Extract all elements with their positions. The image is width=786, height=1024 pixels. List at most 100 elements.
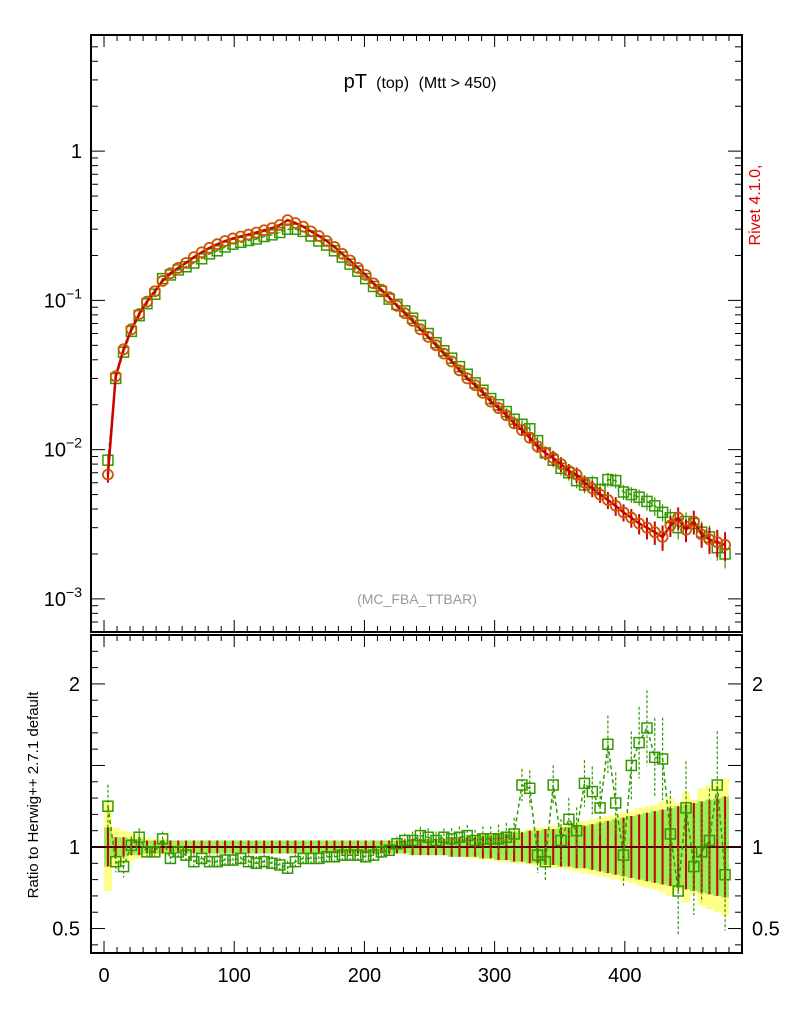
ratio-series-marker bbox=[274, 859, 286, 871]
ratio-series-marker bbox=[242, 855, 255, 868]
series-marker-circle bbox=[359, 269, 372, 281]
ratio-series-marker bbox=[609, 797, 622, 809]
series-marker-circle bbox=[406, 314, 419, 327]
ratio-series-marker bbox=[305, 852, 317, 865]
series-marker-circle bbox=[320, 235, 333, 247]
series-marker-circle bbox=[211, 238, 224, 251]
ratio-series-marker bbox=[211, 855, 224, 868]
x-tick-label: 100 bbox=[218, 965, 251, 987]
ratio-series-marker bbox=[180, 849, 192, 861]
ratio-series-marker bbox=[649, 751, 661, 764]
ratio-series-marker bbox=[375, 846, 388, 858]
series-marker-circle bbox=[656, 531, 669, 543]
y-tick-label-main: 10−1 bbox=[44, 285, 82, 312]
series-marker-circle bbox=[352, 262, 364, 274]
ratio-series-marker bbox=[383, 844, 395, 857]
ratio-series-marker bbox=[430, 834, 442, 847]
analysis-label: (MC_FBA_TTBAR) bbox=[357, 591, 477, 607]
ratio-series-marker bbox=[359, 851, 372, 863]
series-marker-circle bbox=[266, 222, 278, 235]
ratio-series-marker bbox=[164, 852, 177, 865]
ratio-series-marker bbox=[695, 846, 708, 858]
y-tick-label-main: 10−2 bbox=[44, 435, 82, 462]
ratio-series-marker bbox=[680, 802, 692, 814]
series-marker-circle bbox=[430, 339, 442, 352]
ratio-series-marker bbox=[477, 833, 489, 845]
ratio-series-marker bbox=[258, 855, 270, 868]
series-marker-circle bbox=[148, 285, 161, 298]
series-marker-circle bbox=[547, 452, 560, 464]
series-marker-circle bbox=[523, 431, 536, 444]
ratio-series-marker bbox=[195, 852, 208, 865]
ratio-series-marker bbox=[102, 800, 114, 812]
title-main: pT bbox=[344, 71, 367, 93]
ratio-series-marker bbox=[156, 833, 169, 845]
ratio-series-marker bbox=[133, 831, 145, 843]
y-tick-label-ratio-right: 1 bbox=[752, 837, 763, 859]
ratio-series-marker bbox=[594, 802, 606, 814]
ratio-series-marker bbox=[344, 849, 356, 861]
x-tick-label: 0 bbox=[98, 965, 109, 987]
ratio-series-marker bbox=[125, 839, 138, 852]
series-marker-circle bbox=[609, 499, 622, 512]
series-marker-circle bbox=[117, 343, 130, 356]
ratio-series-marker bbox=[531, 849, 544, 861]
series-marker-circle bbox=[414, 323, 427, 336]
ratio-series-marker bbox=[492, 833, 505, 845]
ratio-series-marker bbox=[633, 736, 645, 749]
main-plot-marks bbox=[102, 214, 731, 569]
series-marker-circle bbox=[109, 370, 122, 383]
ratio-series-marker bbox=[414, 829, 427, 842]
ratio-series-marker bbox=[219, 854, 231, 866]
series-marker-circle bbox=[383, 291, 396, 304]
series-marker-circle bbox=[250, 226, 263, 239]
title-sub1: (top) bbox=[376, 75, 409, 92]
ratio-series-marker bbox=[578, 777, 591, 790]
y-tick-label-ratio-left: 2 bbox=[69, 674, 80, 696]
title-sub2: (Mtt > 450) bbox=[419, 75, 497, 92]
series-marker-circle bbox=[445, 355, 458, 368]
rivet-version-label: Rivet 4.1.0, bbox=[747, 165, 764, 246]
series-marker-circle bbox=[469, 379, 481, 392]
ratio-series-marker bbox=[313, 852, 325, 865]
ratio-series-marker bbox=[711, 779, 724, 791]
series-marker-circle bbox=[477, 386, 489, 399]
series-marker-square bbox=[649, 500, 661, 512]
series-marker-circle bbox=[461, 372, 474, 385]
series-marker-circle bbox=[281, 214, 294, 227]
series-marker-circle bbox=[586, 482, 599, 495]
series-marker-circle bbox=[125, 323, 138, 336]
y-tick-label-main: 1 bbox=[71, 141, 82, 163]
series-marker-circle bbox=[344, 254, 356, 267]
series-marker-circle bbox=[156, 275, 169, 287]
x-tick-label: 200 bbox=[348, 965, 381, 987]
series-marker-circle bbox=[508, 417, 521, 430]
ratio-panel: 2 2 1 1 0.5 0.5 0 100 200 300 400 Ratio to Herwig… bbox=[25, 634, 780, 987]
ratio-series-line bbox=[107, 725, 726, 892]
series-marker-circle bbox=[703, 533, 716, 546]
ratio-series-marker bbox=[524, 782, 536, 795]
series-marker-circle bbox=[227, 232, 239, 245]
ratio-series-marker bbox=[328, 851, 341, 863]
series-marker-circle bbox=[180, 257, 192, 269]
series-marker-square bbox=[633, 491, 645, 503]
series-marker-circle bbox=[664, 519, 677, 532]
ratio-series-marker bbox=[547, 779, 559, 791]
ratio-series-marker bbox=[555, 834, 567, 847]
y-tick-label-ratio-right: 0.5 bbox=[752, 919, 780, 941]
series-marker-square bbox=[602, 473, 614, 486]
ratio-y-axis-label: Ratio to Herwig++ 2.7.1 default bbox=[25, 691, 42, 899]
ratio-series-marker bbox=[586, 785, 599, 798]
series-marker-circle bbox=[422, 330, 435, 343]
ratio-series-marker bbox=[445, 833, 458, 845]
y-tick-label-main: 10−3 bbox=[44, 584, 82, 611]
series-marker-circle bbox=[258, 224, 271, 237]
ratio-series-marker bbox=[656, 753, 669, 765]
series-marker-circle bbox=[625, 511, 638, 524]
ratio-series-marker bbox=[266, 857, 278, 870]
ratio-series-marker bbox=[188, 855, 200, 868]
ratio-series-marker bbox=[391, 837, 403, 850]
series-marker-circle bbox=[617, 506, 630, 519]
ratio-y-tick-labels: 2 2 1 1 0.5 0.5 bbox=[52, 674, 780, 941]
ratio-series-marker bbox=[563, 813, 575, 826]
